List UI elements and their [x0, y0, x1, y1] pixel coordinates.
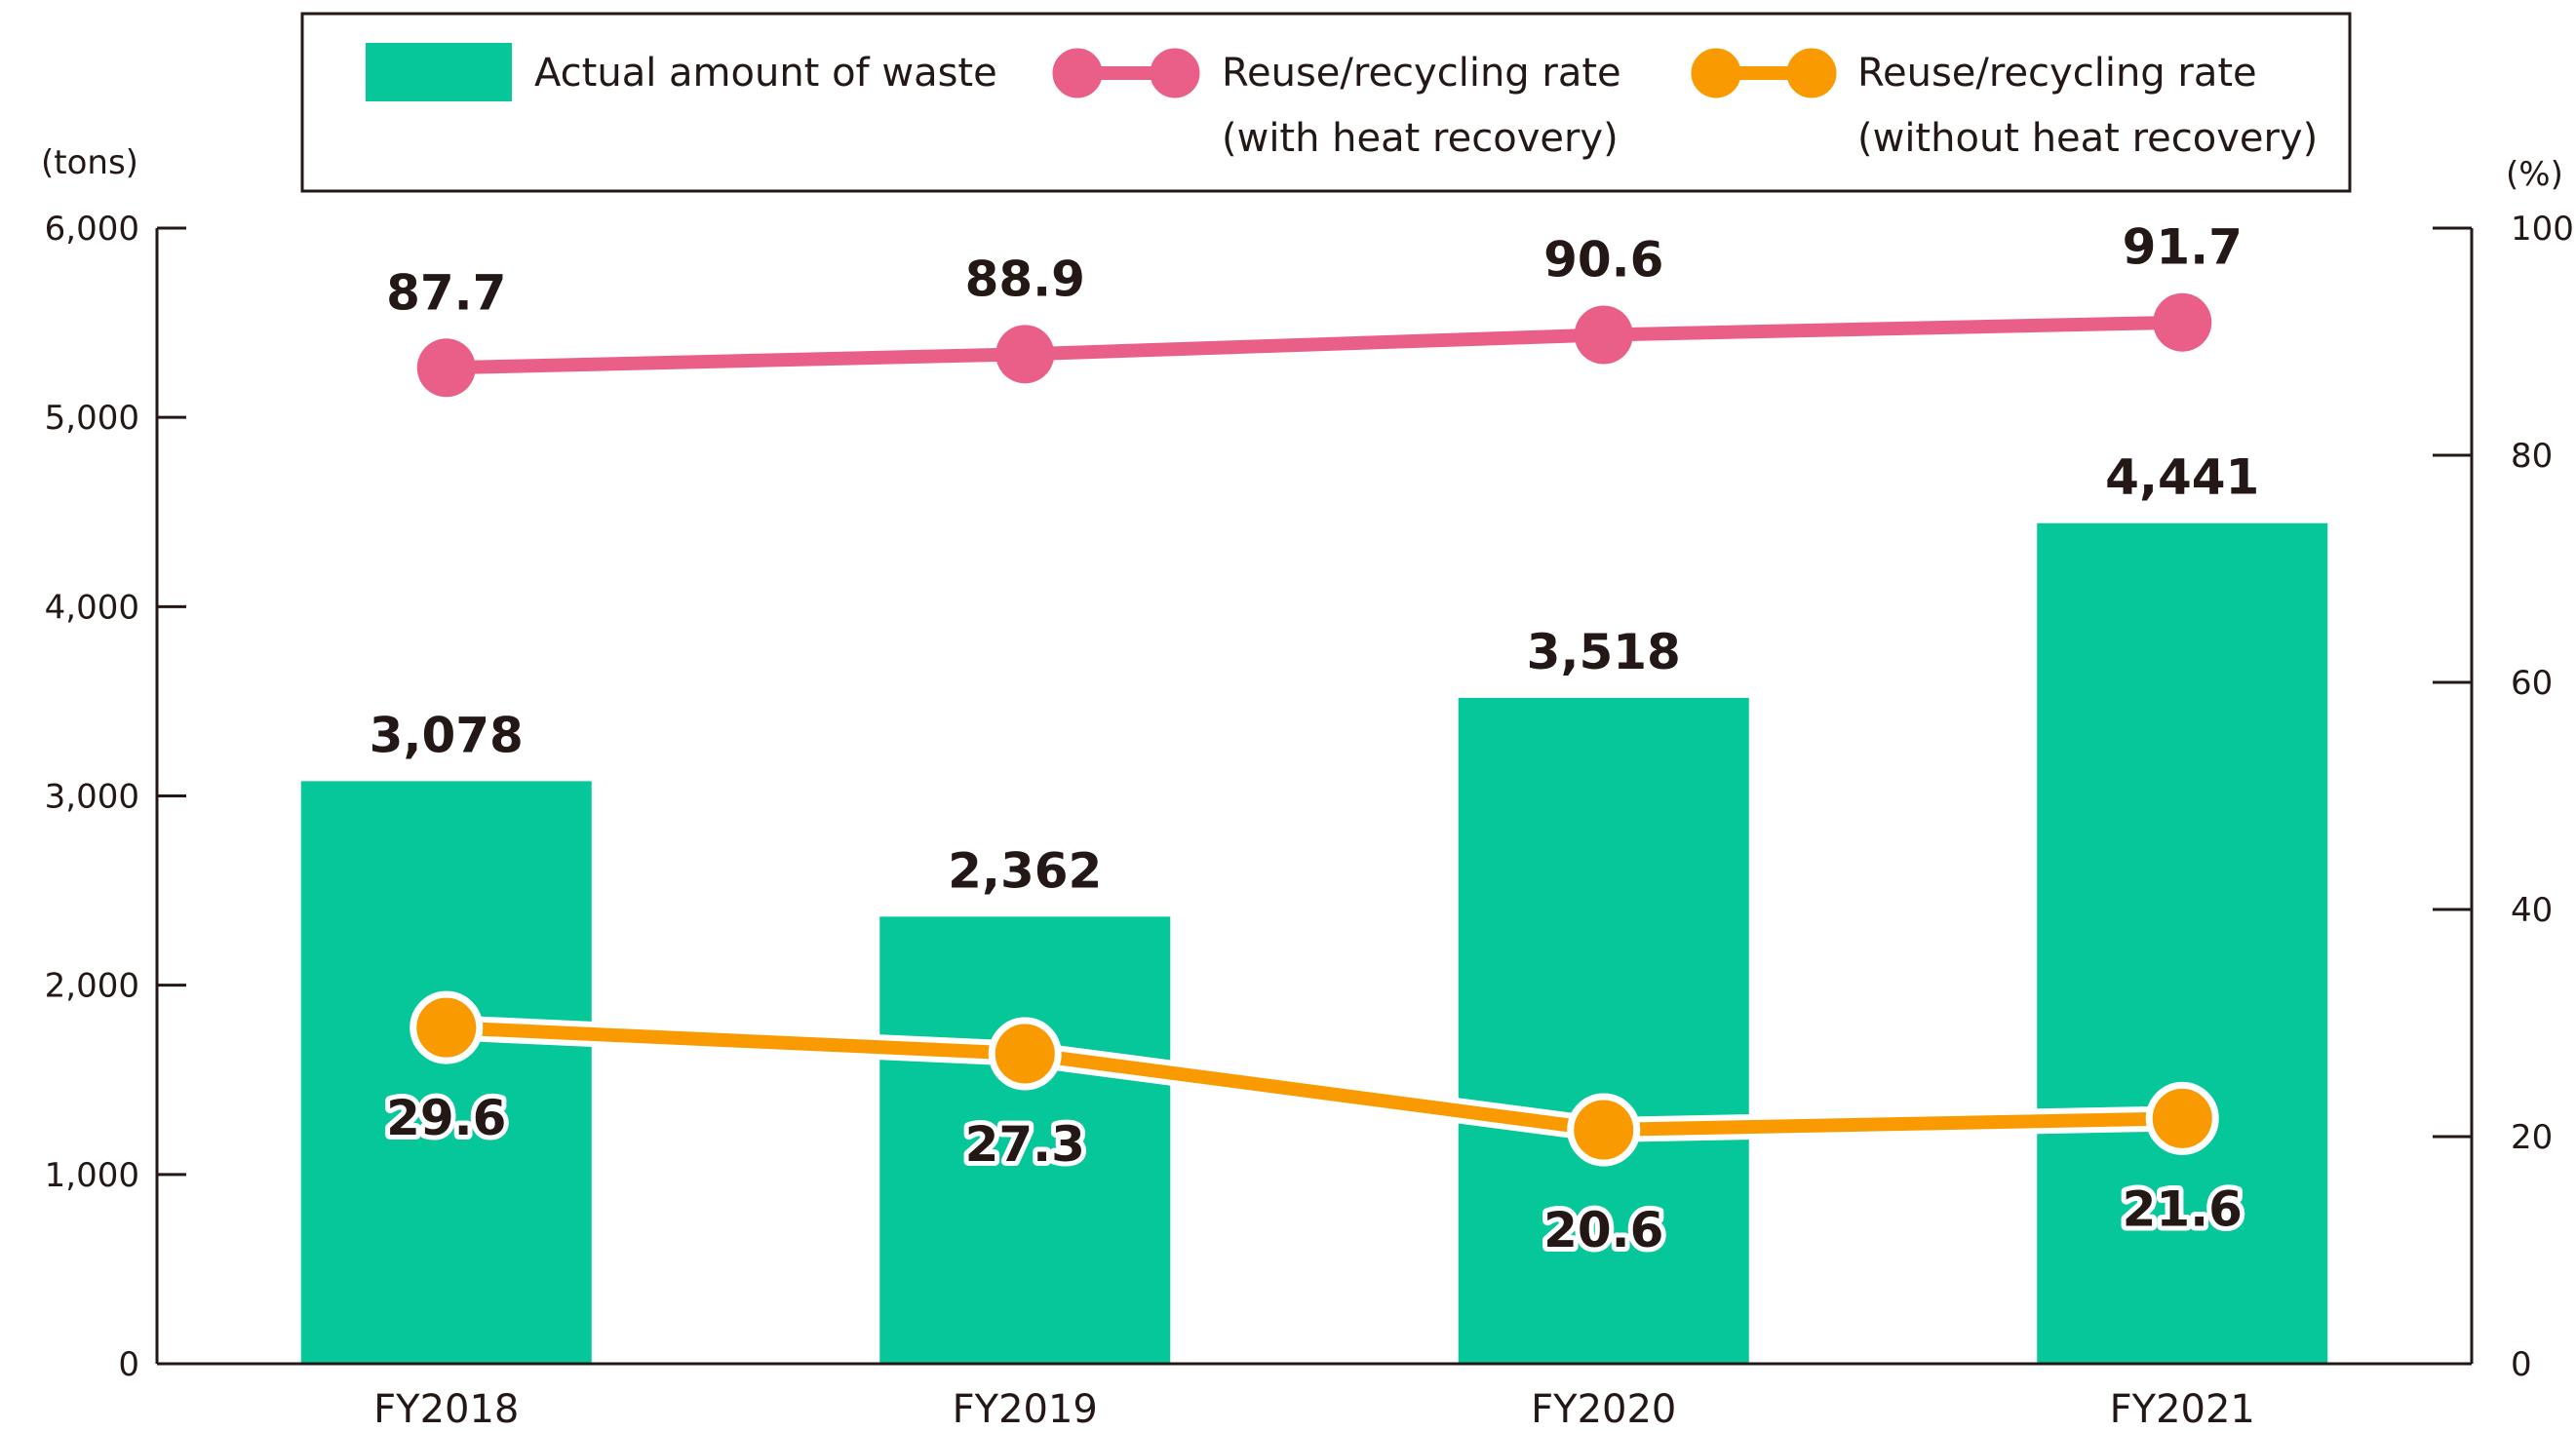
left-axis-unit: (tons) [41, 143, 138, 182]
x-axis-label: FY2019 [953, 1387, 1098, 1431]
left-axis-tick-label: 4,000 [45, 588, 139, 627]
bar-FY2021 [2037, 522, 2328, 1364]
right-axis-tick-label: 100 [2511, 210, 2574, 249]
bar-value-label: 3,518 [1527, 624, 1681, 680]
point-FY2019 [988, 1017, 1062, 1091]
left-axis-tick-label: 3,000 [45, 778, 139, 817]
point-FY2019 [995, 325, 1055, 384]
line-with-heat [446, 315, 2183, 375]
without-heat-value-label: 20.6 [1543, 1202, 1663, 1258]
x-axis-label: FY2020 [1531, 1387, 1676, 1431]
point-FY2018 [410, 990, 484, 1064]
legend-label-with-heat-line2: (with heat recovery) [1222, 116, 1619, 161]
with-heat-value-label: 90.6 [1543, 232, 1663, 289]
legend-label-waste: Actual amount of waste [534, 51, 997, 96]
legend-marker-with-heat [1150, 48, 1200, 98]
left-axis-tick-label: 1,000 [45, 1156, 139, 1195]
legend-box [300, 12, 2352, 193]
with-heat-value-label: 88.9 [965, 251, 1085, 307]
legend-marker-with-heat [1052, 48, 1103, 98]
legend-label-without-heat-line2: (without heat recovery) [1857, 116, 2318, 161]
right-axis-tick-label: 0 [2511, 1345, 2532, 1384]
x-axis-label: FY2021 [2110, 1387, 2255, 1431]
x-axis-label: FY2018 [373, 1387, 519, 1431]
bar-value-label: 3,078 [370, 707, 524, 763]
point-FY2021 [2153, 292, 2212, 352]
point-FY2018 [416, 338, 476, 398]
legend-label-without-heat: Reuse/recycling rate [1857, 51, 2257, 96]
right-axis-tick-label: 40 [2511, 891, 2553, 930]
left-axis-tick-label: 5,000 [45, 399, 139, 438]
right-axis-unit: (%) [2506, 155, 2563, 194]
with-heat-value-label: 91.7 [2123, 219, 2243, 276]
right-axis-tick-label: 20 [2511, 1118, 2553, 1157]
legend-marker-without-heat [1786, 48, 1837, 98]
without-heat-value-label: 21.6 [2123, 1180, 2243, 1237]
bar-FY2020 [1458, 697, 1749, 1364]
point-FY2021 [2145, 1081, 2219, 1155]
bar-value-label: 4,441 [2105, 449, 2259, 506]
legend-label-with-heat: Reuse/recycling rate [1222, 51, 1621, 96]
point-FY2020 [1567, 1093, 1641, 1167]
right-axis-tick-label: 60 [2511, 664, 2553, 703]
left-axis-tick-label: 6,000 [45, 210, 139, 249]
without-heat-value-label: 27.3 [965, 1116, 1085, 1173]
point-FY2020 [1574, 305, 1633, 365]
left-axis-tick-label: 2,000 [45, 967, 139, 1006]
bar-FY2018 [300, 781, 592, 1364]
line-without-heat [446, 1021, 2183, 1138]
legend-marker-without-heat [1691, 48, 1741, 98]
bar-value-label: 2,362 [948, 842, 1102, 899]
right-axis-tick-label: 80 [2511, 437, 2553, 476]
legend-swatch-waste [366, 43, 512, 101]
bar-FY2019 [879, 916, 1171, 1364]
with-heat-value-label: 87.7 [386, 264, 506, 321]
without-heat-value-label: 29.6 [386, 1090, 506, 1146]
legend: Actual amount of waste Reuse/recycling r… [300, 12, 2352, 193]
left-axis-tick-label: 0 [118, 1345, 139, 1384]
